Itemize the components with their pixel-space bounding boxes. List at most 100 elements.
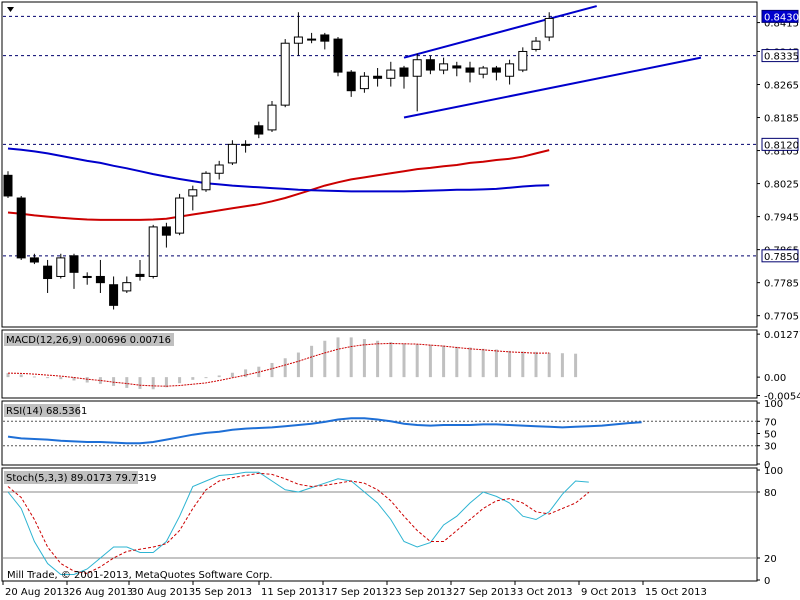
candle-body-bear xyxy=(425,59,435,71)
macd-histogram-bar xyxy=(85,377,89,383)
candle xyxy=(346,70,356,97)
macd-histogram-bar xyxy=(191,377,195,380)
macd-histogram-bar xyxy=(151,377,155,390)
macd-histogram-bar xyxy=(204,377,208,379)
candle-body-bear xyxy=(452,65,462,69)
macd-histogram-bar xyxy=(494,349,498,378)
price-axis-tick-label: 0.7705 xyxy=(764,312,799,323)
candle-body-bull xyxy=(518,50,528,71)
x-axis-label: 3 Oct 2013 xyxy=(517,587,572,598)
rsi-axis-tick-label: 50 xyxy=(764,430,777,441)
candle-body-bull xyxy=(148,226,158,277)
candle-body-bear xyxy=(69,255,79,273)
stoch-label-bg xyxy=(4,471,138,484)
price-level-tag xyxy=(761,249,799,263)
price-level-label: 0.8335 xyxy=(764,52,799,63)
candle-body-bear xyxy=(109,284,119,306)
candle xyxy=(412,53,422,112)
price-level-tag xyxy=(761,49,799,63)
candle-body-bull xyxy=(122,282,132,292)
macd-histogram-bar xyxy=(323,340,327,378)
macd-histogram-bar xyxy=(138,377,142,389)
candle-body-bull xyxy=(386,69,396,79)
macd-histogram-bar xyxy=(508,350,512,378)
candle xyxy=(359,72,369,93)
candle-body-bull xyxy=(214,164,224,174)
stoch-axis-tick-label: 100 xyxy=(764,466,783,477)
candle xyxy=(3,171,13,199)
candle-body-bear xyxy=(161,226,171,236)
macd-histogram-bar xyxy=(574,353,578,378)
candle xyxy=(95,259,105,293)
candle-body-bear xyxy=(465,67,475,73)
macd-histogram-bar xyxy=(389,342,393,378)
candle xyxy=(320,32,330,50)
candle xyxy=(544,12,554,42)
rsi-axis-tick-label: 0 xyxy=(764,460,770,471)
rsi-axis-tick-label: 100 xyxy=(764,399,783,410)
candle xyxy=(478,65,488,79)
candle xyxy=(373,67,383,87)
x-axis-label: 23 Sep 2013 xyxy=(389,587,452,598)
macd-histogram-bar xyxy=(72,377,76,381)
macd-histogram-bar xyxy=(376,340,380,378)
candle xyxy=(16,195,26,260)
candle-body-bear xyxy=(135,273,145,277)
macd-axis-tick-label: -0.00546 xyxy=(764,392,800,403)
macd-histogram-bar xyxy=(59,377,63,380)
price-level-tag xyxy=(761,137,799,151)
candle xyxy=(439,57,449,75)
macd-histogram-bar xyxy=(19,374,23,378)
candle-body-bull xyxy=(82,275,92,278)
candle xyxy=(280,39,290,108)
rsi-panel xyxy=(1,400,758,466)
candle-body-bear xyxy=(399,67,409,77)
candle-body-bull xyxy=(293,36,303,44)
price-level-label: 0.7850 xyxy=(764,252,799,263)
macd-histogram-bar xyxy=(164,377,168,388)
price-axis-tick-label: 0.7785 xyxy=(764,279,799,290)
candle-body-bear xyxy=(491,67,501,73)
price-axis-tick-label: 0.8265 xyxy=(764,81,799,92)
x-axis-label: 20 Aug 2013 xyxy=(5,587,69,598)
candle xyxy=(386,61,396,87)
candle-body-bull xyxy=(505,63,515,77)
stoch-panel xyxy=(1,467,758,582)
macd-histogram-bar xyxy=(270,362,274,378)
candle xyxy=(505,59,515,85)
price-axis-tick-label: 0.8105 xyxy=(764,147,799,158)
candle xyxy=(201,171,211,192)
chart-menu-icon[interactable] xyxy=(7,7,14,12)
candle xyxy=(293,12,303,56)
candle-body-bear xyxy=(346,71,356,92)
trendline xyxy=(403,5,597,59)
candle xyxy=(148,224,158,279)
macd-signal-line xyxy=(7,342,550,387)
x-axis-label: 26 Aug 2013 xyxy=(69,587,133,598)
price-axis-tick-label: 0.8185 xyxy=(764,114,799,125)
stoch-main-line xyxy=(7,471,589,575)
macd-histogram-bar xyxy=(468,347,472,378)
trendline xyxy=(403,56,702,119)
candle xyxy=(214,160,224,180)
candle-body-bull xyxy=(544,17,554,38)
price-axis-tick-label: 0.8025 xyxy=(764,180,799,191)
candle-body-bull xyxy=(478,67,488,75)
price-level-label: 0.8120 xyxy=(764,140,799,151)
candle xyxy=(307,32,317,44)
candle-body-bull xyxy=(188,189,198,197)
candle-body-bear xyxy=(373,75,383,79)
macd-histogram-bar xyxy=(98,377,102,384)
rsi-line xyxy=(7,417,642,445)
candle xyxy=(161,222,171,248)
macd-label: MACD(12,26,9) 0.00696 0.00716 xyxy=(6,335,171,346)
macd-histogram-bar xyxy=(415,344,419,378)
price-axis-tick-label: 0.8415 xyxy=(764,19,799,30)
macd-histogram-bar xyxy=(349,337,353,378)
candle xyxy=(254,121,264,139)
candle xyxy=(227,140,237,165)
x-axis-label: 30 Aug 2013 xyxy=(131,587,195,598)
candle xyxy=(56,253,66,279)
macd-histogram-bar xyxy=(547,352,551,378)
price-axis-tick-label: 0.7945 xyxy=(764,213,799,224)
